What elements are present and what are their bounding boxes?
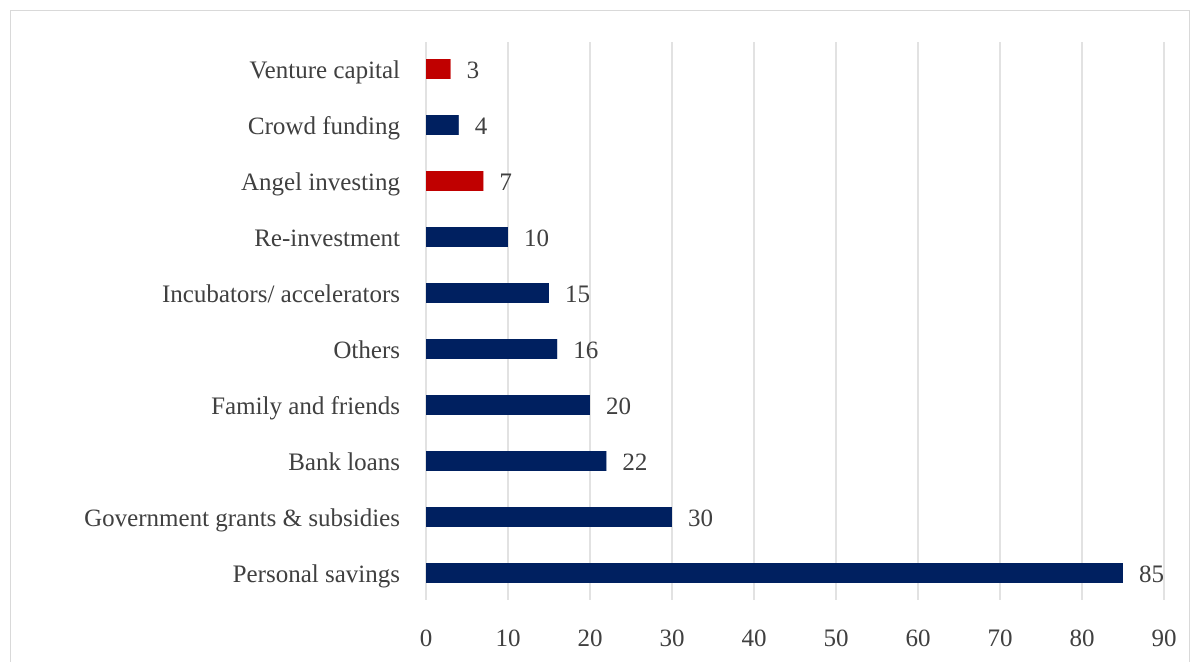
x-tick-label: 80	[1070, 625, 1095, 652]
category-label: Angel investing	[241, 169, 401, 196]
data-label: 16	[573, 337, 598, 364]
x-tick-label: 20	[578, 625, 603, 652]
x-tick-label: 60	[906, 625, 931, 652]
bar	[426, 227, 508, 247]
data-label: 4	[475, 113, 488, 140]
category-label: Family and friends	[211, 393, 400, 420]
bar	[426, 507, 672, 527]
labels: 0 10 20 30 40 50 60 70 80 90 Venture capital 3 Crowd…	[84, 57, 1176, 652]
data-label: 85	[1139, 561, 1164, 588]
category-label: Government grants & subsidies	[84, 505, 400, 532]
category-label: Crowd funding	[248, 113, 401, 140]
category-label: Others	[333, 337, 400, 364]
bar	[426, 563, 1123, 583]
bar	[426, 115, 459, 135]
data-label: 15	[565, 281, 590, 308]
bar	[426, 451, 607, 471]
x-tick-label: 10	[496, 625, 521, 652]
x-tick-label: 30	[660, 625, 685, 652]
bar	[426, 339, 558, 359]
gridlines	[425, 42, 1165, 600]
data-label: 22	[622, 449, 647, 476]
bar	[426, 59, 451, 79]
bars	[426, 59, 1123, 583]
data-label: 20	[606, 393, 631, 420]
x-tick-label: 90	[1152, 625, 1177, 652]
x-tick-label: 70	[988, 625, 1013, 652]
data-label: 10	[524, 225, 549, 252]
category-label: Bank loans	[288, 449, 400, 476]
category-label: Venture capital	[249, 57, 400, 84]
chart-frame	[10, 10, 1190, 662]
category-label: Incubators/ accelerators	[162, 281, 400, 308]
bar	[426, 171, 484, 191]
bar	[426, 283, 549, 303]
x-tick-label: 0	[420, 625, 433, 652]
category-label: Personal savings	[233, 561, 400, 588]
bar	[426, 395, 590, 415]
data-label: 30	[688, 505, 713, 532]
x-tick-label: 40	[742, 625, 767, 652]
x-tick-label: 50	[824, 625, 849, 652]
data-label: 7	[499, 169, 512, 196]
category-label: Re-investment	[254, 225, 400, 252]
data-label: 3	[467, 57, 480, 84]
